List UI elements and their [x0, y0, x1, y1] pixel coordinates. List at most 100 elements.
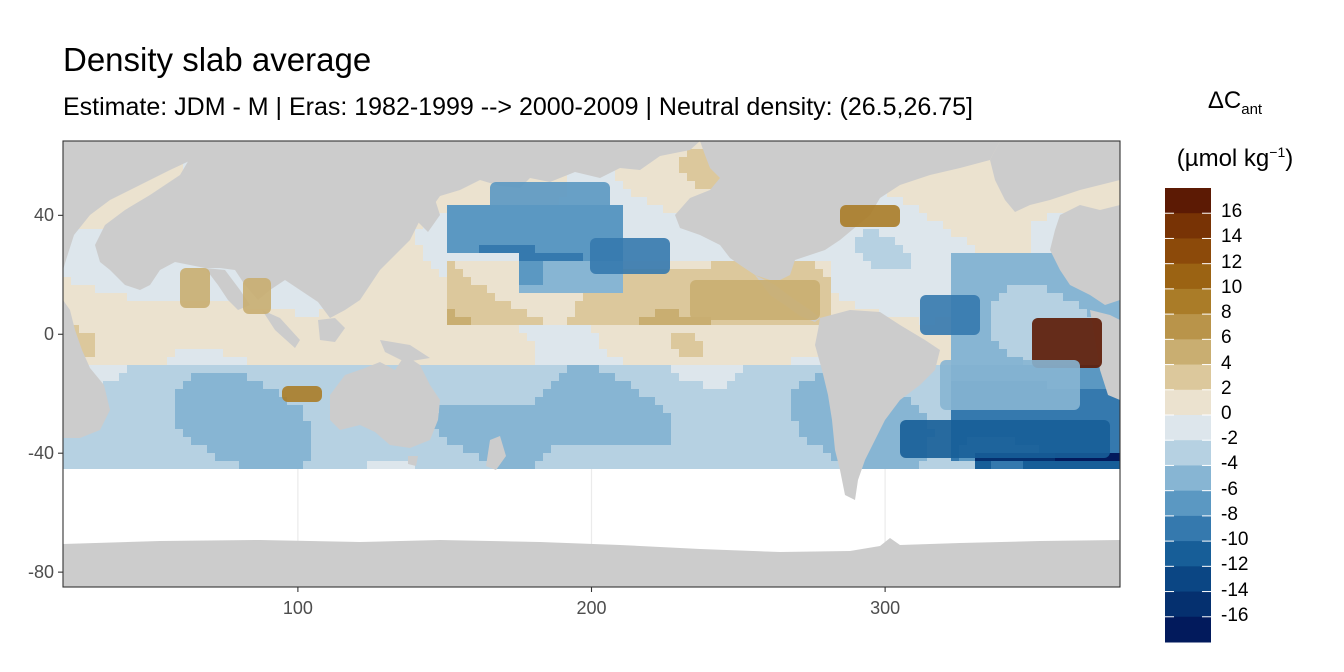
heatmap-cell	[1087, 373, 1095, 381]
heatmap-cell	[991, 325, 999, 333]
heatmap-cell	[671, 429, 679, 437]
heatmap-cell	[943, 237, 951, 245]
heatmap-cell	[1111, 189, 1119, 197]
heatmap-cell	[79, 237, 87, 245]
heatmap-cell	[311, 333, 319, 341]
heatmap-cell	[559, 429, 567, 437]
heatmap-cell	[703, 389, 711, 397]
heatmap-cell	[167, 341, 175, 349]
heatmap-cell	[127, 325, 135, 333]
heatmap-cell	[671, 285, 679, 293]
heatmap-cell	[471, 221, 479, 229]
heatmap-cell	[175, 269, 183, 277]
heatmap-cell	[167, 293, 175, 301]
heatmap-cell	[1023, 237, 1031, 245]
heatmap-cell	[671, 333, 679, 341]
heatmap-cell	[111, 349, 119, 357]
heatmap-cell	[607, 293, 615, 301]
heatmap-cell	[143, 389, 151, 397]
heatmap-cell	[231, 397, 239, 405]
heatmap-cell	[999, 413, 1007, 421]
heatmap-cell	[687, 413, 695, 421]
heatmap-cell	[151, 413, 159, 421]
heatmap-cell	[207, 301, 215, 309]
heatmap-cell	[727, 405, 735, 413]
heatmap-cell	[143, 421, 151, 429]
heatmap-cell	[655, 285, 663, 293]
heatmap-cell	[615, 333, 623, 341]
heatmap-cell	[503, 341, 511, 349]
heatmap-cell	[791, 405, 799, 413]
heatmap-cell	[391, 317, 399, 325]
heatmap-cell	[703, 333, 711, 341]
heatmap-cell	[511, 405, 519, 413]
heatmap-cell	[487, 341, 495, 349]
heatmap-cell	[247, 421, 255, 429]
heatmap-cell	[103, 429, 111, 437]
heatmap-cell	[135, 301, 143, 309]
heatmap-cell	[175, 301, 183, 309]
heatmap-cell	[727, 397, 735, 405]
heatmap-cell	[559, 325, 567, 333]
heatmap-cell	[583, 221, 591, 229]
heatmap-cell	[535, 389, 543, 397]
heatmap-cell	[439, 229, 447, 237]
heatmap-cell	[135, 197, 143, 205]
heatmap-cell	[559, 317, 567, 325]
heatmap-cell	[631, 333, 639, 341]
heatmap-cell	[655, 165, 663, 173]
heatmap-cell	[239, 357, 247, 365]
heatmap-cell	[487, 389, 495, 397]
heatmap-cell	[535, 365, 543, 373]
heatmap-cell	[647, 365, 655, 373]
heatmap-cell	[919, 269, 927, 277]
heatmap-cell	[583, 293, 591, 301]
heatmap-cell	[1079, 405, 1087, 413]
heatmap-cell	[959, 413, 967, 421]
heatmap-cell	[983, 165, 991, 173]
heatmap-cell	[951, 245, 959, 253]
heatmap-cell	[935, 381, 943, 389]
heatmap-cell	[519, 309, 527, 317]
heatmap-cell	[1095, 397, 1103, 405]
heatmap-cell	[87, 325, 95, 333]
heatmap-cell	[647, 325, 655, 333]
heatmap-cell	[71, 261, 79, 269]
heatmap-cell	[759, 373, 767, 381]
heatmap-cell	[1095, 301, 1103, 309]
heatmap-cell	[111, 205, 119, 213]
heatmap-cell	[751, 413, 759, 421]
heatmap-cell	[951, 205, 959, 213]
heatmap-cell	[319, 437, 327, 445]
heatmap-cell	[879, 285, 887, 293]
heatmap-cell	[399, 269, 407, 277]
heatmap-cell	[479, 381, 487, 389]
heatmap-cell	[335, 437, 343, 445]
heatmap-cell	[463, 373, 471, 381]
heatmap-cell	[407, 285, 415, 293]
heatmap-cell	[367, 437, 375, 445]
heatmap-cell	[447, 365, 455, 373]
heatmap-cell	[495, 253, 503, 261]
chart-subtitle: Estimate: JDM - M | Eras: 1982-1999 --> …	[63, 93, 973, 121]
heatmap-cell	[551, 277, 559, 285]
heatmap-cell	[439, 397, 447, 405]
heatmap-cell	[951, 285, 959, 293]
heatmap-cell	[647, 309, 655, 317]
heatmap-cell	[455, 293, 463, 301]
heatmap-cell	[631, 293, 639, 301]
heatmap-cell	[351, 341, 359, 349]
heatmap-cell	[631, 397, 639, 405]
heatmap-cell	[759, 381, 767, 389]
heatmap-cell	[679, 301, 687, 309]
heatmap-cell	[631, 197, 639, 205]
heatmap-cell	[719, 389, 727, 397]
heatmap-cell	[159, 405, 167, 413]
heatmap-cell	[247, 405, 255, 413]
heatmap-cell	[855, 269, 863, 277]
heatmap-cell	[367, 293, 375, 301]
heatmap-cell	[463, 221, 471, 229]
heatmap-cell	[1015, 309, 1023, 317]
heatmap-cell	[919, 397, 927, 405]
heatmap-cell	[615, 213, 623, 221]
